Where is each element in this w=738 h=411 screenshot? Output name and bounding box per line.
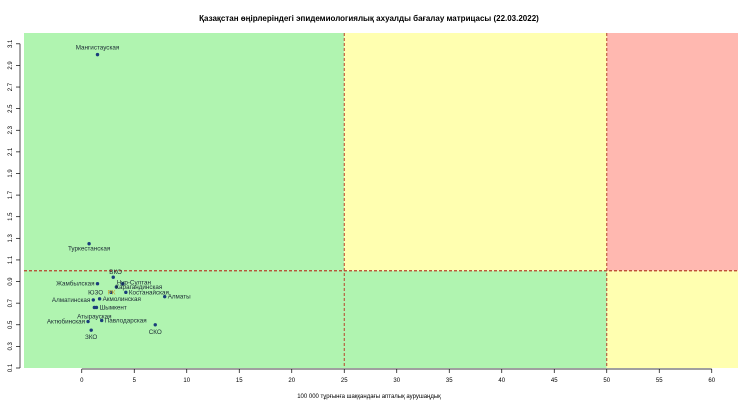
x-tick-label: 20 — [288, 378, 295, 384]
y-tick-label: 1.7 — [8, 190, 14, 199]
point-marker — [124, 290, 128, 295]
point-label: Шымкент — [99, 304, 126, 311]
x-tick-label: 45 — [551, 378, 558, 384]
point-label: Жамбылская — [56, 280, 94, 288]
y-tick-label: 2.3 — [8, 125, 14, 134]
point-marker — [95, 282, 100, 286]
y-tick-label: 1.9 — [8, 169, 14, 178]
point-label: Туркестанская — [68, 246, 110, 253]
point-marker — [114, 285, 119, 289]
point-label: ЗКО — [85, 334, 97, 341]
threshold-lines — [24, 33, 738, 368]
y-tick-label: 0.3 — [8, 342, 14, 351]
plot-zones — [24, 33, 738, 368]
y-tick-label: 0.9 — [8, 277, 14, 286]
x-tick-label: 55 — [656, 378, 663, 384]
point-marker — [97, 297, 102, 301]
point-marker — [109, 290, 113, 295]
data-points: Мангистауская Туркестанская Жамбылская ВКО Н… — [47, 45, 191, 342]
point-marker — [100, 318, 104, 323]
point-marker — [153, 323, 157, 327]
point-label: Алматы — [168, 294, 191, 301]
x-tick-label: 10 — [183, 378, 190, 384]
zone-3 — [24, 270, 607, 368]
point-marker — [86, 319, 90, 324]
chart-title: Қазақстан өңірлеріндегі эпидемиологиялық… — [199, 14, 539, 23]
point-label: Костанайская — [129, 288, 169, 296]
y-tick-label: 1.1 — [8, 255, 14, 264]
point-label: Нур-Султан — [117, 280, 152, 287]
y-tick-label: 2.1 — [8, 147, 14, 156]
y-tick-label: 2.7 — [8, 82, 14, 91]
point-label: ВКО — [109, 269, 122, 276]
x-tick-label: 5 — [133, 378, 137, 384]
point-label: Мангистауская — [76, 45, 120, 52]
point-marker — [91, 298, 96, 302]
zone-4 — [606, 270, 738, 368]
y-tick-label: 0.1 — [8, 363, 14, 372]
point-label: Акмолинская — [103, 296, 141, 303]
x-tick-label: 50 — [603, 378, 610, 384]
point-marker — [111, 275, 115, 279]
point-label: Павлодарская — [105, 317, 147, 324]
x-tick-label: 60 — [708, 378, 715, 384]
y-axis: 0.1 0.3 0.5 0.7 0.9 1.1 1.3 1.5 1.7 1.9 2.1 2.3 2.5 2… — [8, 39, 21, 372]
y-tick-label: 1.3 — [8, 233, 14, 242]
point-marker — [89, 328, 93, 332]
point-marker — [92, 305, 97, 310]
point-marker — [163, 294, 167, 299]
x-tick-label: 15 — [236, 378, 243, 384]
point-label: Карагандинская — [115, 284, 162, 291]
y-tick-label: 1.5 — [8, 212, 14, 221]
x-tick-label: 35 — [446, 378, 453, 384]
x-tick-label: 25 — [341, 378, 348, 384]
x-axis-label: 100 000 тұрғынға шаққандағы апталық ауру… — [297, 394, 441, 400]
point-marker — [95, 52, 100, 57]
y-tick-label: 2.9 — [8, 61, 14, 70]
y-tick-label: 3.1 — [8, 39, 14, 48]
zone-2 — [606, 33, 738, 271]
x-axis: 0 5 10 15 20 25 30 35 40 45 50 55 60 — [80, 368, 716, 384]
point-label: Алматинская — [52, 297, 90, 304]
x-tick-label: 30 — [393, 378, 400, 384]
x-tick-label: 0 — [80, 378, 84, 384]
zone-0 — [24, 33, 345, 271]
point-label: ЮЗО — [88, 289, 103, 296]
point-label: СКО — [149, 329, 162, 336]
y-tick-label: 0.5 — [8, 320, 14, 329]
point-label: Актюбинская — [47, 318, 85, 326]
point-label: РК — [108, 289, 116, 296]
point-label: Атырауская — [77, 313, 111, 320]
y-tick-label: 0.7 — [8, 298, 14, 307]
point-marker — [87, 242, 91, 246]
y-tick-label: 2.5 — [8, 104, 14, 113]
zone-1 — [344, 33, 607, 271]
x-tick-label: 40 — [498, 378, 505, 384]
point-marker — [121, 282, 125, 286]
